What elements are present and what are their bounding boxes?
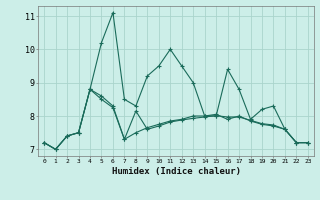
X-axis label: Humidex (Indice chaleur): Humidex (Indice chaleur)	[111, 167, 241, 176]
